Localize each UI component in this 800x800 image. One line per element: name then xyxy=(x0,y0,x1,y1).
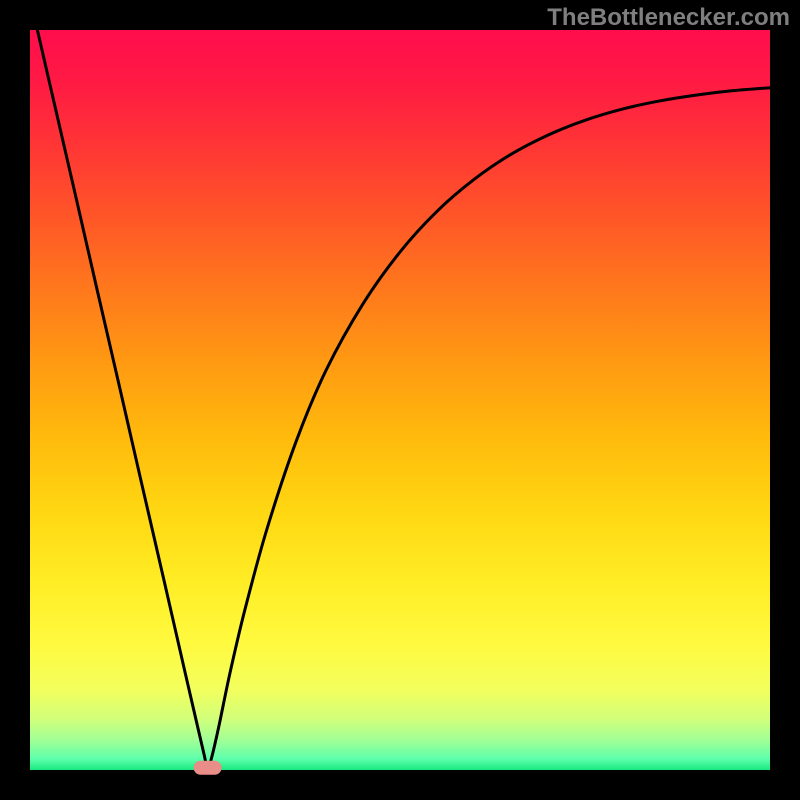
optimal-marker xyxy=(194,761,222,775)
bottleneck-chart xyxy=(0,0,800,800)
chart-background xyxy=(30,30,770,770)
watermark-text: TheBottlenecker.com xyxy=(547,4,790,32)
chart-container: TheBottlenecker.com xyxy=(0,0,800,800)
